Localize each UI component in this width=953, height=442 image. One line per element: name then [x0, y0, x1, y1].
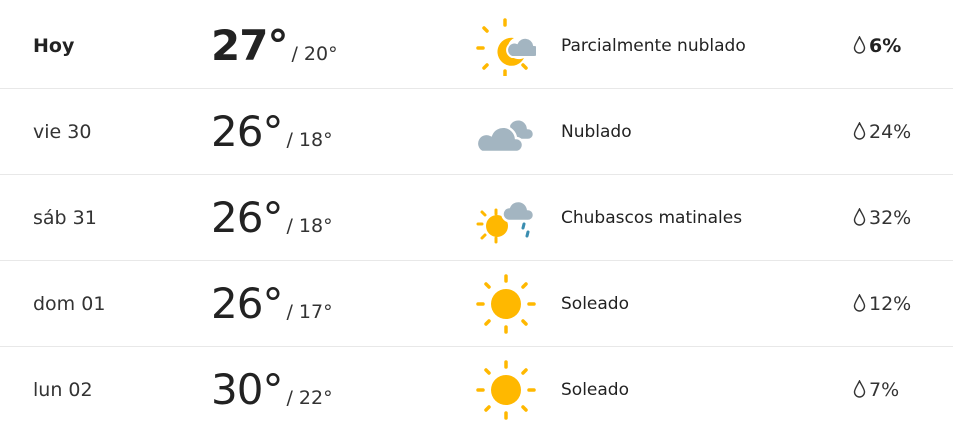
precipitation: 12%	[853, 261, 911, 347]
sunny-icon	[476, 360, 536, 420]
day-label: sáb 31	[33, 207, 97, 229]
high-temp: 30°	[211, 365, 283, 414]
precipitation: 7%	[853, 347, 899, 433]
condition-text: Soleado	[561, 294, 629, 314]
low-temp: / 17°	[286, 301, 333, 323]
condition-text: Soleado	[561, 380, 629, 400]
cloudy-icon	[475, 118, 536, 154]
forecast-row-today[interactable]: Hoy 27°/ 20° Parcialmente nublado 6%	[0, 3, 953, 89]
temperature: 26°/ 17°	[211, 261, 333, 356]
day-label: dom 01	[33, 293, 106, 315]
day-label: lun 02	[33, 379, 93, 401]
low-temp: / 20°	[291, 43, 338, 65]
raindrop-icon	[853, 380, 866, 398]
low-temp: / 18°	[286, 129, 333, 151]
daily-forecast-list: Hoy 27°/ 20° Parcialmente nublado 6% vie…	[0, 3, 953, 433]
forecast-row[interactable]: dom 01 26°/ 17° Soleado 12%	[0, 261, 953, 347]
sunny-icon	[476, 274, 536, 334]
condition-text: Nublado	[561, 122, 632, 142]
morning-showers-icon	[476, 199, 536, 244]
high-temp: 27°	[211, 21, 288, 70]
precip-value: 32%	[869, 207, 912, 229]
low-temp: / 18°	[286, 215, 333, 237]
high-temp: 26°	[211, 279, 283, 328]
precip-value: 7%	[869, 379, 900, 401]
forecast-row[interactable]: lun 02 30°/ 22° Soleado 7%	[0, 347, 953, 433]
precipitation: 6%	[853, 3, 901, 89]
forecast-row[interactable]: sáb 31 26°/ 18° Chubascos matinales 32%	[0, 175, 953, 261]
forecast-row[interactable]: vie 30 26°/ 18° Nublado 24%	[0, 89, 953, 175]
temperature: 26°/ 18°	[211, 175, 333, 270]
low-temp: / 22°	[286, 387, 333, 409]
raindrop-icon	[853, 294, 866, 312]
precip-value: 6%	[869, 35, 902, 57]
raindrop-icon	[853, 208, 866, 226]
precip-value: 12%	[869, 293, 912, 315]
precipitation: 24%	[853, 89, 911, 175]
partly-cloudy-icon	[476, 18, 536, 76]
condition-text: Parcialmente nublado	[561, 36, 746, 56]
raindrop-icon	[853, 122, 866, 140]
temperature: 27°/ 20°	[211, 3, 338, 98]
day-label: Hoy	[33, 35, 75, 57]
raindrop-icon	[853, 36, 866, 54]
temperature: 30°/ 22°	[211, 347, 333, 442]
precip-value: 24%	[869, 121, 912, 143]
precipitation: 32%	[853, 175, 911, 261]
condition-text: Chubascos matinales	[561, 208, 743, 228]
day-label: vie 30	[33, 121, 92, 143]
temperature: 26°/ 18°	[211, 89, 333, 184]
high-temp: 26°	[211, 193, 283, 242]
high-temp: 26°	[211, 107, 283, 156]
